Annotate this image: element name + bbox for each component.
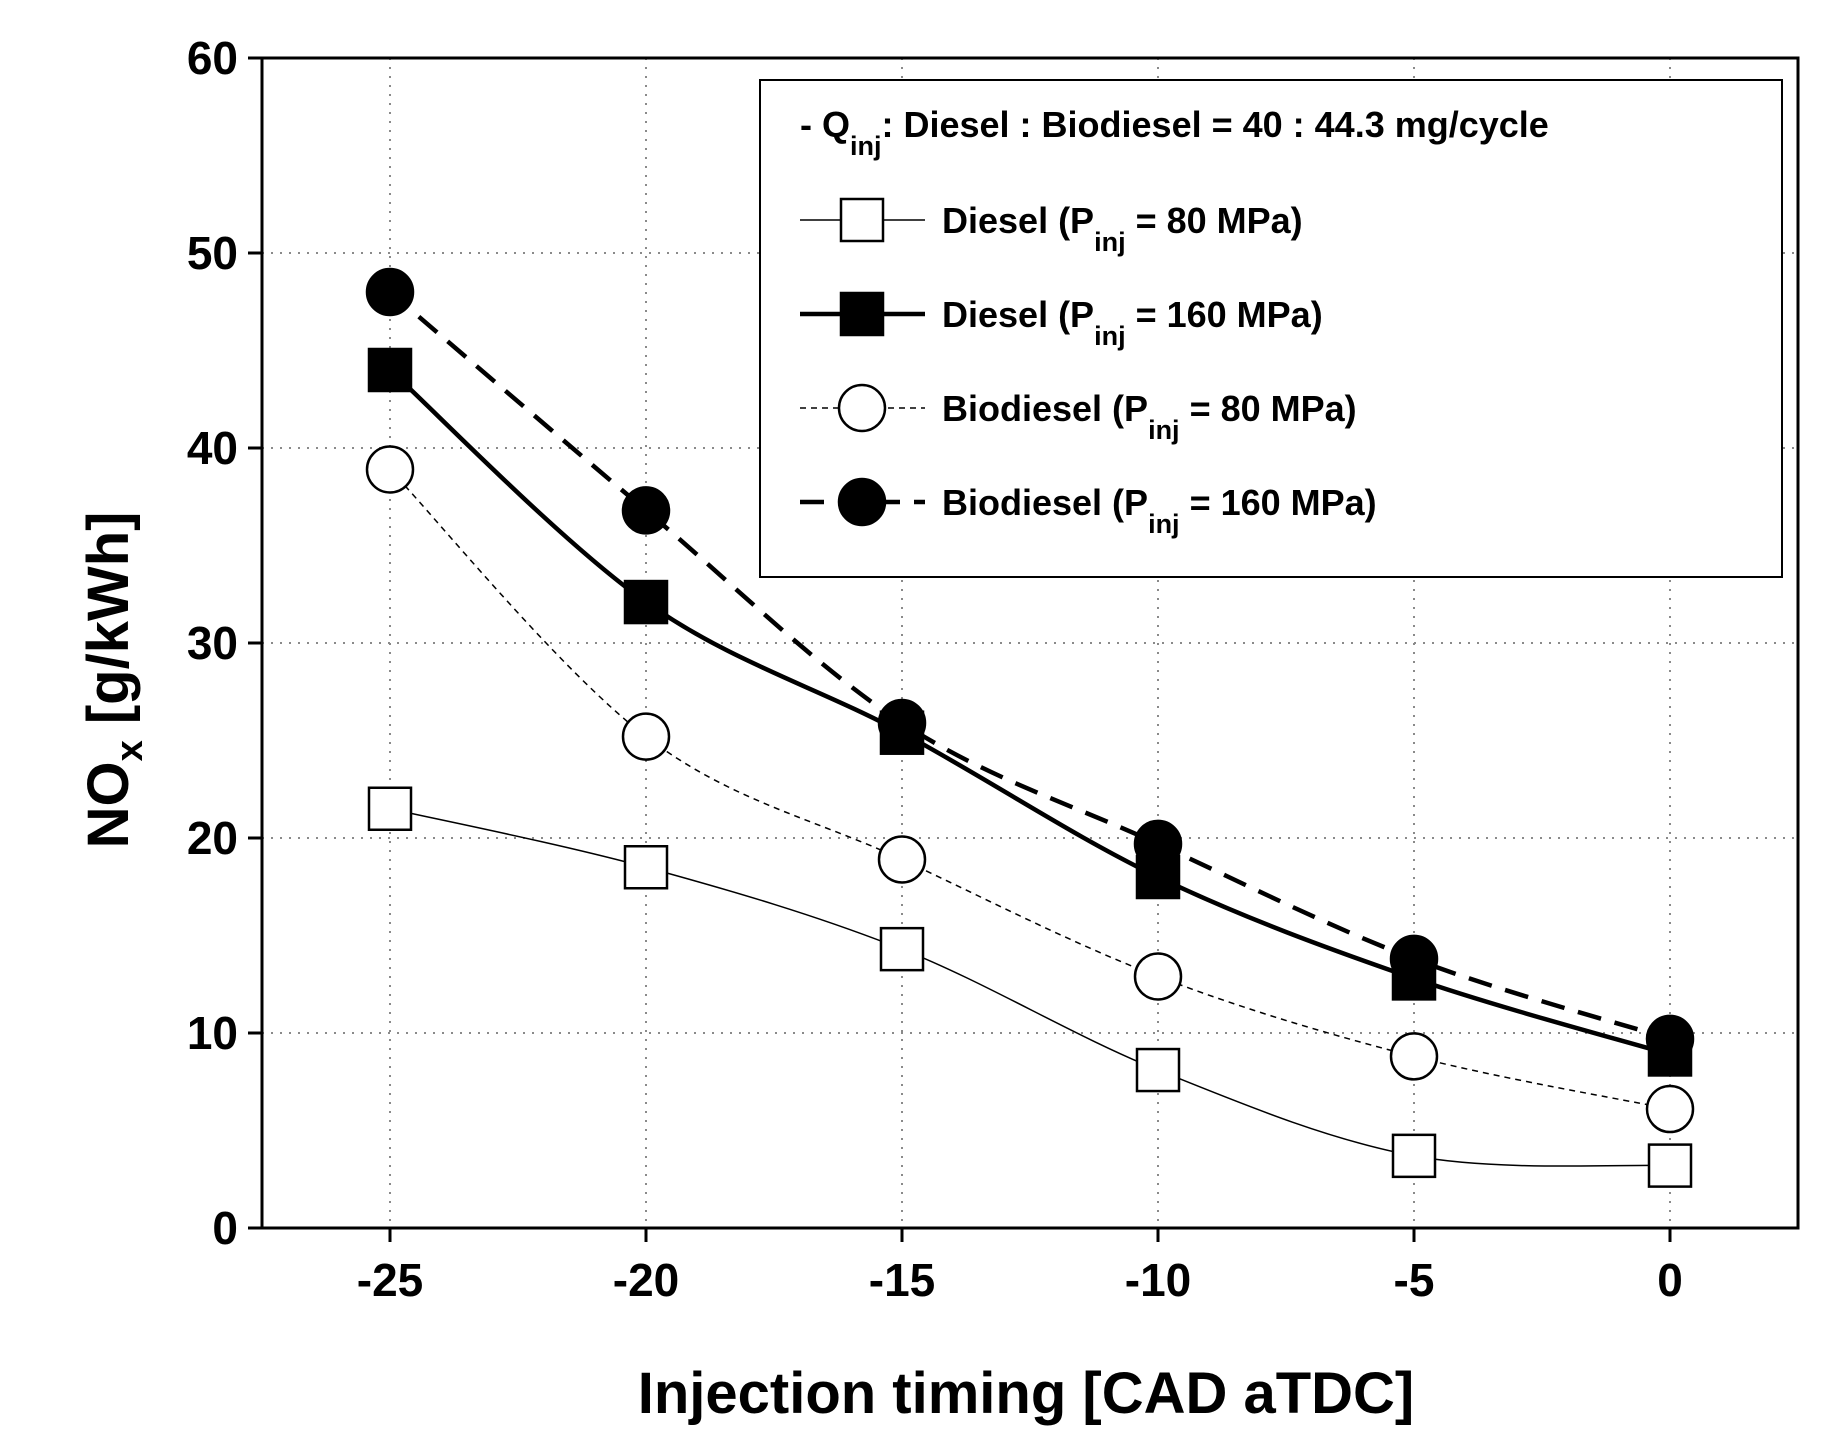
- legend-label-subscript: inj: [1094, 227, 1126, 257]
- y-axis-title-subscript: x: [109, 740, 151, 761]
- y-tick-label: 10: [187, 1007, 238, 1059]
- data-point-series-1: [623, 579, 669, 625]
- legend-marker-1: [839, 291, 885, 337]
- data-point-series-0: [1135, 1047, 1181, 1093]
- x-tick-label: -25: [357, 1254, 423, 1306]
- legend-label-2: Biodiesel (Pinj = 80 MPa): [942, 388, 1357, 445]
- y-tick-label: 40: [187, 422, 238, 474]
- data-point-series-2: [1133, 952, 1183, 1001]
- data-point-series-3: [877, 698, 927, 748]
- x-tick-label: -20: [613, 1254, 679, 1306]
- legend-label-prefix: Biodiesel (P: [942, 482, 1148, 523]
- axis-tick-labels: -25 -20 -15 -10 -5 0 0 10 20 30 40 50 60: [187, 32, 1683, 1306]
- data-point-series-3: [365, 267, 415, 317]
- y-tick-label: 0: [212, 1202, 238, 1254]
- legend: - Qinj: Diesel : Biodiesel = 40 : 44.3 m…: [759, 79, 1783, 578]
- legend-label-prefix: Diesel (P: [942, 200, 1094, 241]
- x-tick-label: -10: [1125, 1254, 1191, 1306]
- legend-label-prefix: Biodiesel (P: [942, 388, 1148, 429]
- legend-header-text: : Diesel : Biodiesel = 40 : 44.3 mg/cycl…: [882, 104, 1549, 145]
- y-tick-label: 20: [187, 812, 238, 864]
- legend-label-suffix: = 160 MPa): [1180, 482, 1377, 523]
- legend-label-prefix: Diesel (P: [942, 294, 1094, 335]
- data-point-series-0: [623, 845, 669, 890]
- y-tick-label: 60: [187, 32, 238, 84]
- series-lines: [388, 290, 1671, 1167]
- x-tick-label: 0: [1657, 1254, 1683, 1306]
- data-point-series-3: [1133, 819, 1183, 869]
- y-axis-title-unit: [g/kWh]: [76, 512, 141, 741]
- legend-header: - Qinj: Diesel : Biodiesel = 40 : 44.3 m…: [800, 104, 1549, 161]
- legend-label-subscript: inj: [1148, 415, 1180, 445]
- data-point-series-0: [367, 786, 413, 831]
- y-axis-title-main: NO: [76, 761, 141, 848]
- series-line-3: [388, 290, 1671, 1041]
- series-line-0: [389, 808, 1671, 1167]
- data-point-series-2: [365, 445, 415, 494]
- y-tick-label: 30: [187, 617, 238, 669]
- legend-label-suffix: = 80 MPa): [1126, 200, 1303, 241]
- data-point-series-2: [877, 835, 927, 884]
- legend-marker-3: [837, 477, 887, 527]
- legend-label-subscript: inj: [1094, 321, 1126, 351]
- legend-header-prefix: - Q: [800, 104, 850, 145]
- series-line-2: [389, 468, 1671, 1110]
- legend-label-3: Biodiesel (Pinj = 160 MPa): [942, 482, 1377, 539]
- data-point-series-3: [621, 486, 671, 535]
- legend-header-subscript: inj: [850, 131, 882, 161]
- data-point-series-2: [621, 712, 671, 761]
- legend-entries: Diesel (Pinj = 80 MPa)Diesel (Pinj = 160…: [800, 197, 1377, 539]
- x-axis-title: Injection timing [CAD aTDC]: [638, 1361, 1415, 1426]
- data-point-series-0: [879, 926, 925, 972]
- data-point-series-3: [1389, 934, 1439, 984]
- series-line-1: [388, 368, 1671, 1057]
- legend-label-suffix: = 160 MPa): [1126, 294, 1323, 335]
- legend-label-1: Diesel (Pinj = 160 MPa): [942, 294, 1323, 351]
- data-point-series-3: [1645, 1014, 1695, 1064]
- data-point-series-2: [1389, 1032, 1439, 1081]
- data-point-series-1: [367, 347, 413, 393]
- data-point-series-2: [1645, 1084, 1695, 1134]
- legend-marker-0: [839, 197, 885, 243]
- legend-marker-2: [837, 383, 887, 433]
- x-tick-label: -15: [869, 1254, 935, 1306]
- data-point-series-0: [1647, 1143, 1693, 1188]
- axis-ticks: [248, 56, 1672, 1242]
- x-tick-label: -5: [1394, 1254, 1435, 1306]
- y-axis-title: NOx [g/kWh]: [76, 512, 151, 849]
- series-markers: [365, 267, 1695, 1188]
- legend-label-subscript: inj: [1148, 509, 1180, 539]
- legend-label-suffix: = 80 MPa): [1180, 388, 1357, 429]
- data-point-series-0: [1391, 1133, 1437, 1179]
- y-tick-label: 50: [187, 227, 238, 279]
- legend-box: [759, 79, 1783, 578]
- legend-label-0: Diesel (Pinj = 80 MPa): [942, 200, 1303, 257]
